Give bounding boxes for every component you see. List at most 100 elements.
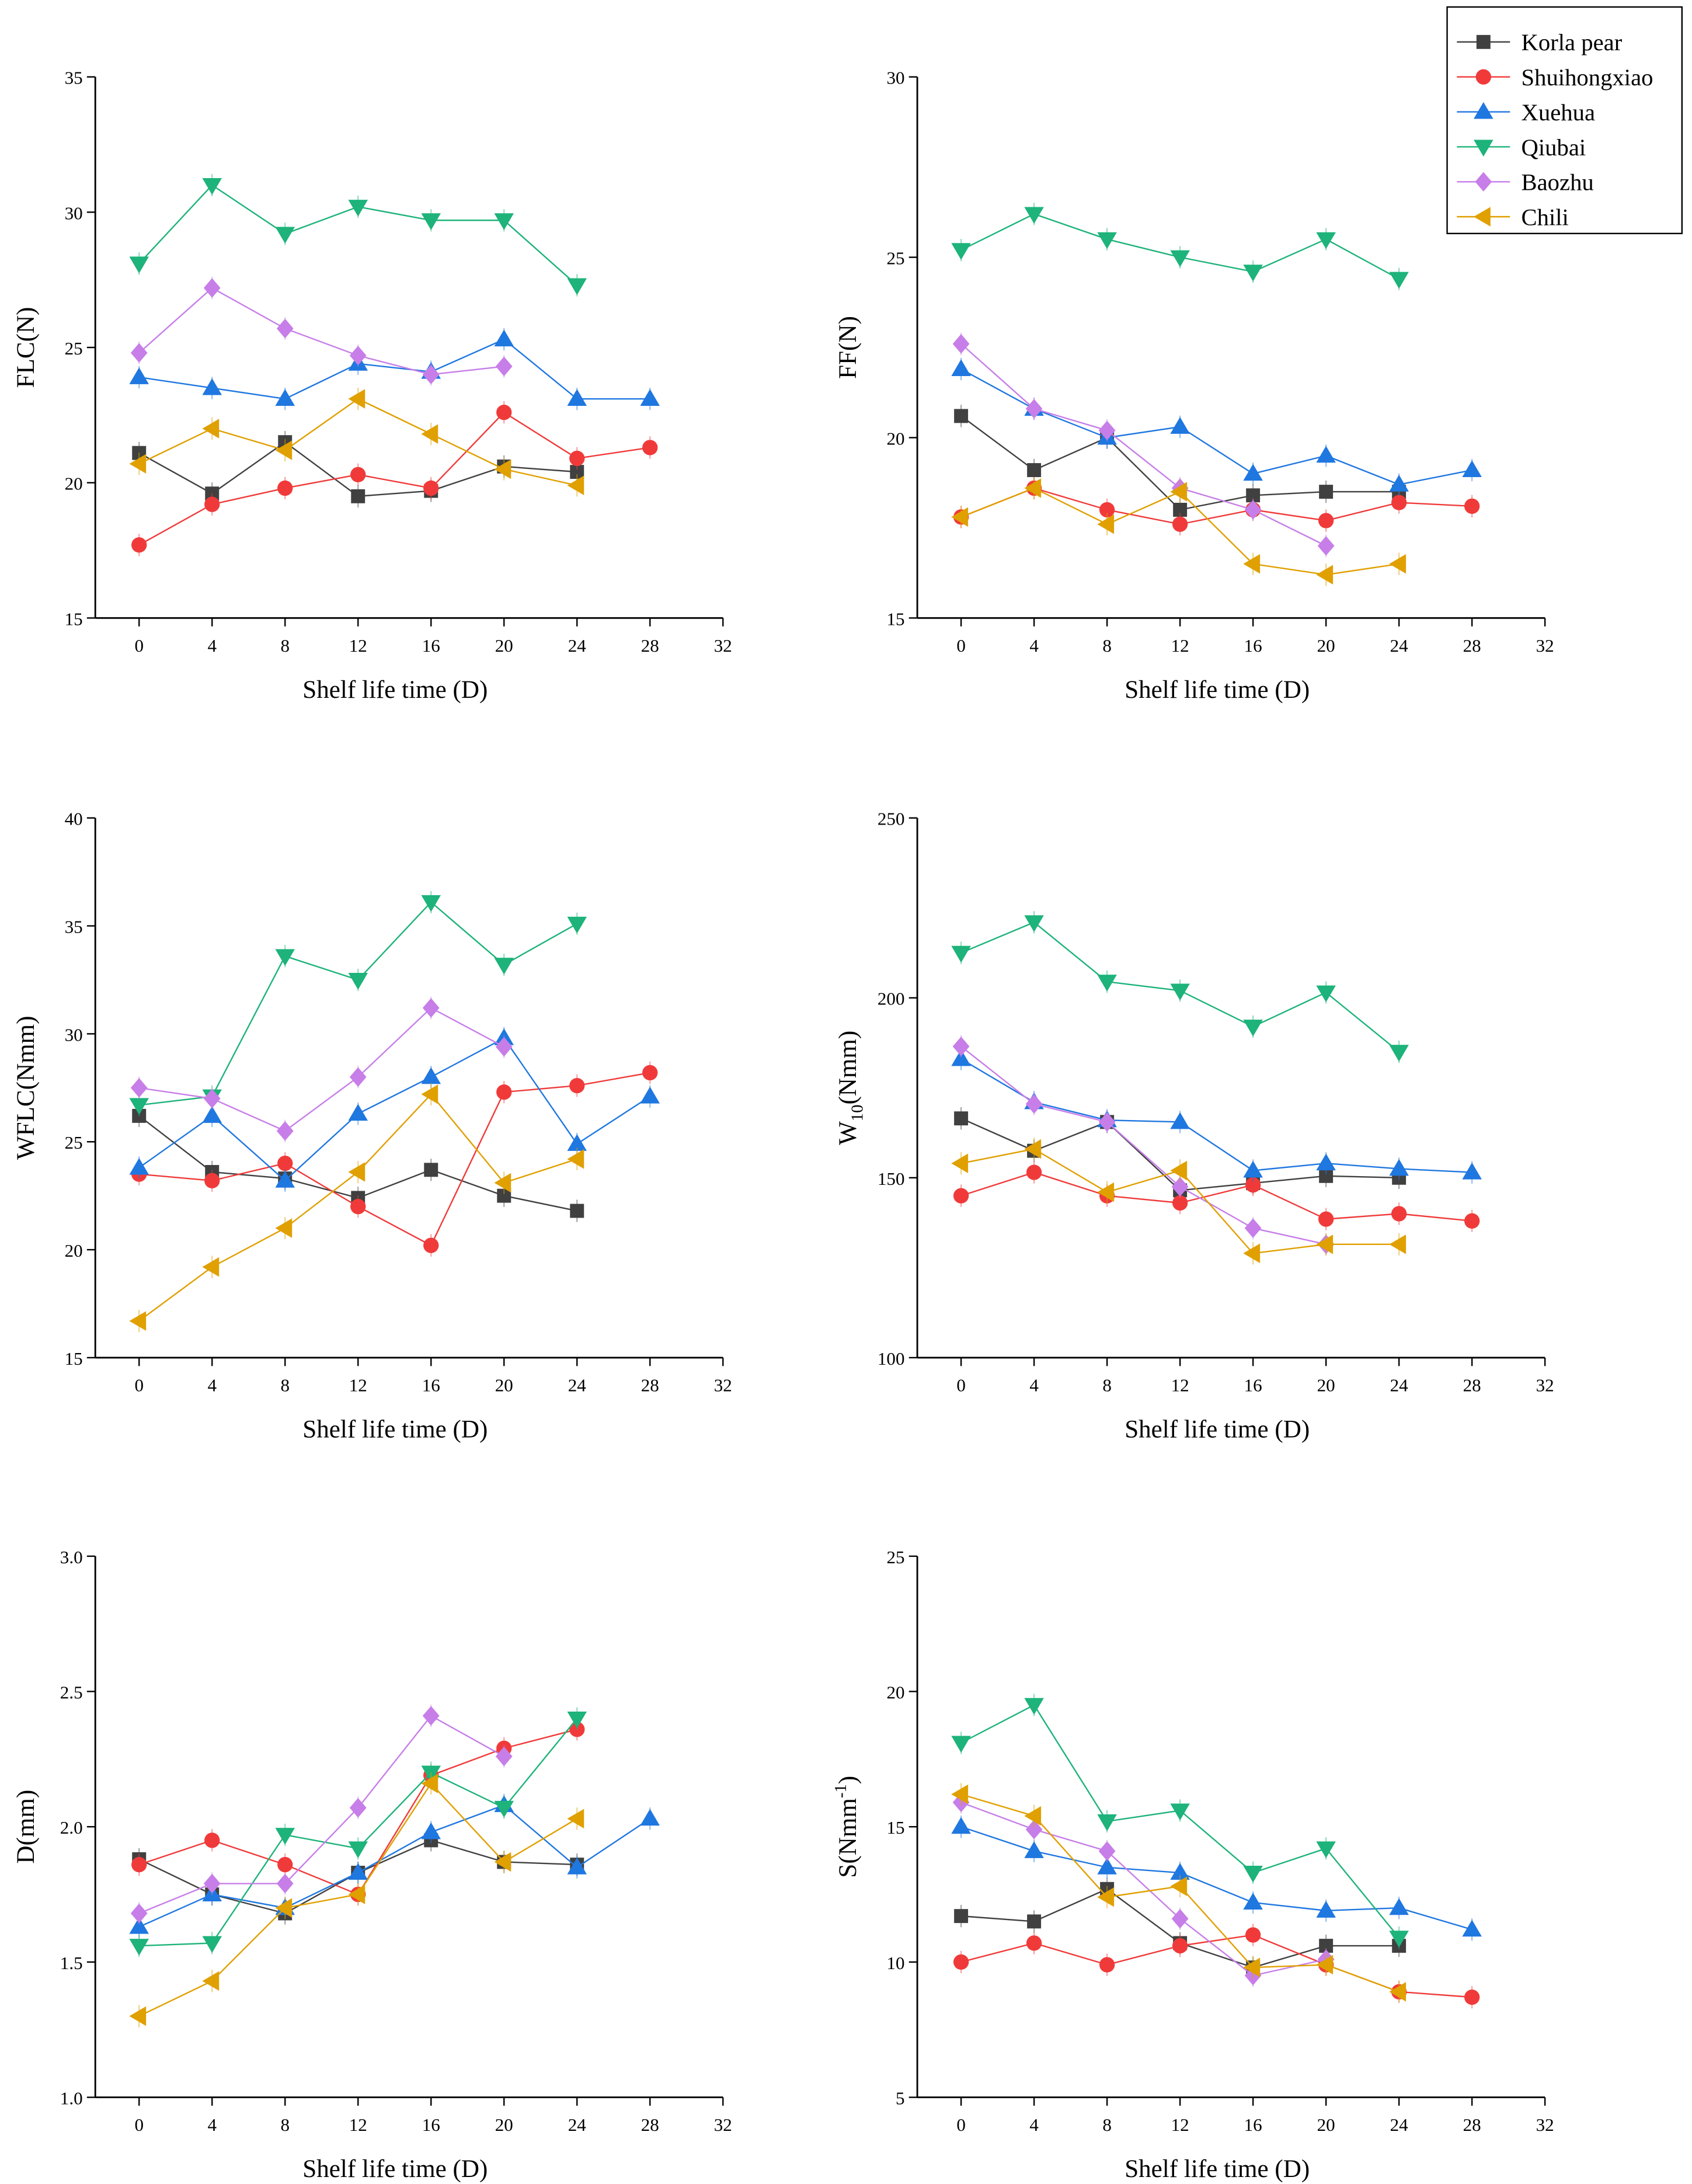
data-point [348, 1884, 365, 1904]
x-tick-label: 20 [495, 2115, 513, 2135]
data-point [1389, 1931, 1409, 1947]
y-tick-label: 20 [65, 474, 83, 494]
data-point [203, 278, 221, 298]
data-point [495, 1747, 513, 1766]
data-point [951, 507, 969, 527]
x-tick-label: 24 [568, 635, 587, 656]
data-point [1316, 1841, 1336, 1859]
data-point [1243, 1020, 1263, 1037]
data-point [1243, 1243, 1261, 1264]
data-point [130, 1903, 148, 1924]
legend-label: Baozhu [1521, 169, 1593, 196]
x-tick-label: 4 [1029, 635, 1039, 656]
data-point [1243, 464, 1263, 481]
data-point [1099, 502, 1115, 518]
data-point [421, 1067, 441, 1084]
series-chili [951, 477, 1406, 586]
x-tick-label: 24 [1390, 1375, 1409, 1395]
x-tick-label: 12 [1171, 635, 1189, 656]
x-tick-label: 16 [422, 635, 440, 656]
data-point [1244, 1218, 1262, 1238]
data-point [1098, 420, 1116, 440]
data-point [202, 1936, 222, 1953]
series-chili [129, 387, 584, 497]
data-point [1316, 232, 1336, 249]
data-point [1172, 516, 1188, 532]
data-point [1097, 975, 1117, 992]
data-point [1026, 1935, 1042, 1951]
y-tick-label: 15 [886, 1817, 904, 1838]
data-point [1243, 265, 1263, 282]
data-point [350, 1198, 366, 1215]
y-tick-label: 2.0 [60, 1817, 83, 1838]
data-point [348, 200, 368, 217]
data-point [129, 1098, 149, 1115]
x-axis-label: Shelf life time (D) [1124, 676, 1310, 704]
x-tick-label: 16 [422, 2115, 440, 2135]
legend: Korla pear Shuihongxiao Xuehua Qiubai Baozhu… [1446, 6, 1683, 235]
x-tick-label: 28 [1463, 2115, 1481, 2135]
data-point [1319, 1939, 1334, 1953]
data-point [1170, 482, 1188, 502]
series-xuehua [129, 328, 660, 411]
data-point [1319, 485, 1334, 499]
data-point [1316, 985, 1336, 1003]
data-point [204, 496, 220, 512]
chart-panel: 15 20 25 30 35 40 0 4 8 12 16 20 24 28 32 Shelf life ti… [12, 809, 732, 1444]
series-line [138, 1037, 650, 1182]
x-tick-label: 28 [641, 635, 659, 656]
x-axis-label: Shelf life time (D) [1124, 2155, 1310, 2183]
data-point [1097, 1887, 1115, 1907]
x-tick-label: 4 [1029, 2115, 1039, 2135]
x-axis-label: Shelf life time (D) [302, 676, 488, 704]
data-point [129, 1917, 149, 1934]
data-point [1024, 207, 1044, 224]
data-point [1243, 1160, 1263, 1178]
y-tick-label: 1.0 [60, 2088, 83, 2109]
data-point [1170, 1876, 1188, 1896]
x-tick-label: 28 [641, 2115, 659, 2135]
data-point [494, 1852, 511, 1872]
y-tick-label: 20 [65, 1240, 83, 1261]
series-chili [951, 1783, 1406, 2004]
chart-panel: 100 150 200 250 0 4 8 12 16 20 24 28 32 Shelf life ti… [834, 809, 1554, 1444]
x-tick-label: 4 [1029, 1375, 1039, 1395]
series-baozhu [952, 332, 1335, 557]
data-point [1464, 1989, 1480, 2005]
data-point [496, 1084, 512, 1100]
data-point [349, 1798, 367, 1818]
data-point [275, 227, 295, 244]
y-tick-label: 15 [65, 1348, 83, 1369]
data-point [1389, 554, 1406, 574]
series-xuehua [951, 1048, 1482, 1184]
data-point [1098, 1112, 1116, 1132]
x-tick-label: 8 [280, 1375, 290, 1395]
legend-marker [1474, 102, 1493, 119]
data-point [1172, 1195, 1188, 1211]
data-point [951, 1153, 969, 1173]
data-point [204, 1173, 220, 1188]
x-tick-label: 24 [568, 2115, 587, 2135]
data-point [1317, 536, 1335, 556]
data-point [494, 213, 514, 231]
x-tick-label: 16 [1244, 2115, 1262, 2135]
data-point [275, 1828, 295, 1845]
data-point [348, 1863, 368, 1880]
data-point [1391, 495, 1407, 510]
data-point [640, 1809, 660, 1826]
data-point [1024, 1841, 1044, 1858]
legend-marker [1475, 69, 1491, 85]
x-tick-label: 20 [1317, 635, 1335, 656]
x-tick-label: 8 [280, 635, 290, 656]
legend-label: Korla pear [1521, 29, 1622, 55]
chart-panel: 15 20 25 30 0 4 8 12 16 20 24 28 32 Shelf life time (… [834, 68, 1554, 704]
data-point [1024, 1806, 1042, 1826]
x-tick-label: 8 [1102, 2115, 1112, 2135]
data-point [953, 1954, 969, 1970]
series-qiubai [951, 1693, 1409, 1949]
data-point [202, 1971, 220, 1991]
data-point [275, 440, 293, 460]
x-tick-label: 12 [349, 635, 367, 656]
legend-item: Baozhu [1457, 169, 1594, 196]
data-point [130, 1078, 148, 1098]
